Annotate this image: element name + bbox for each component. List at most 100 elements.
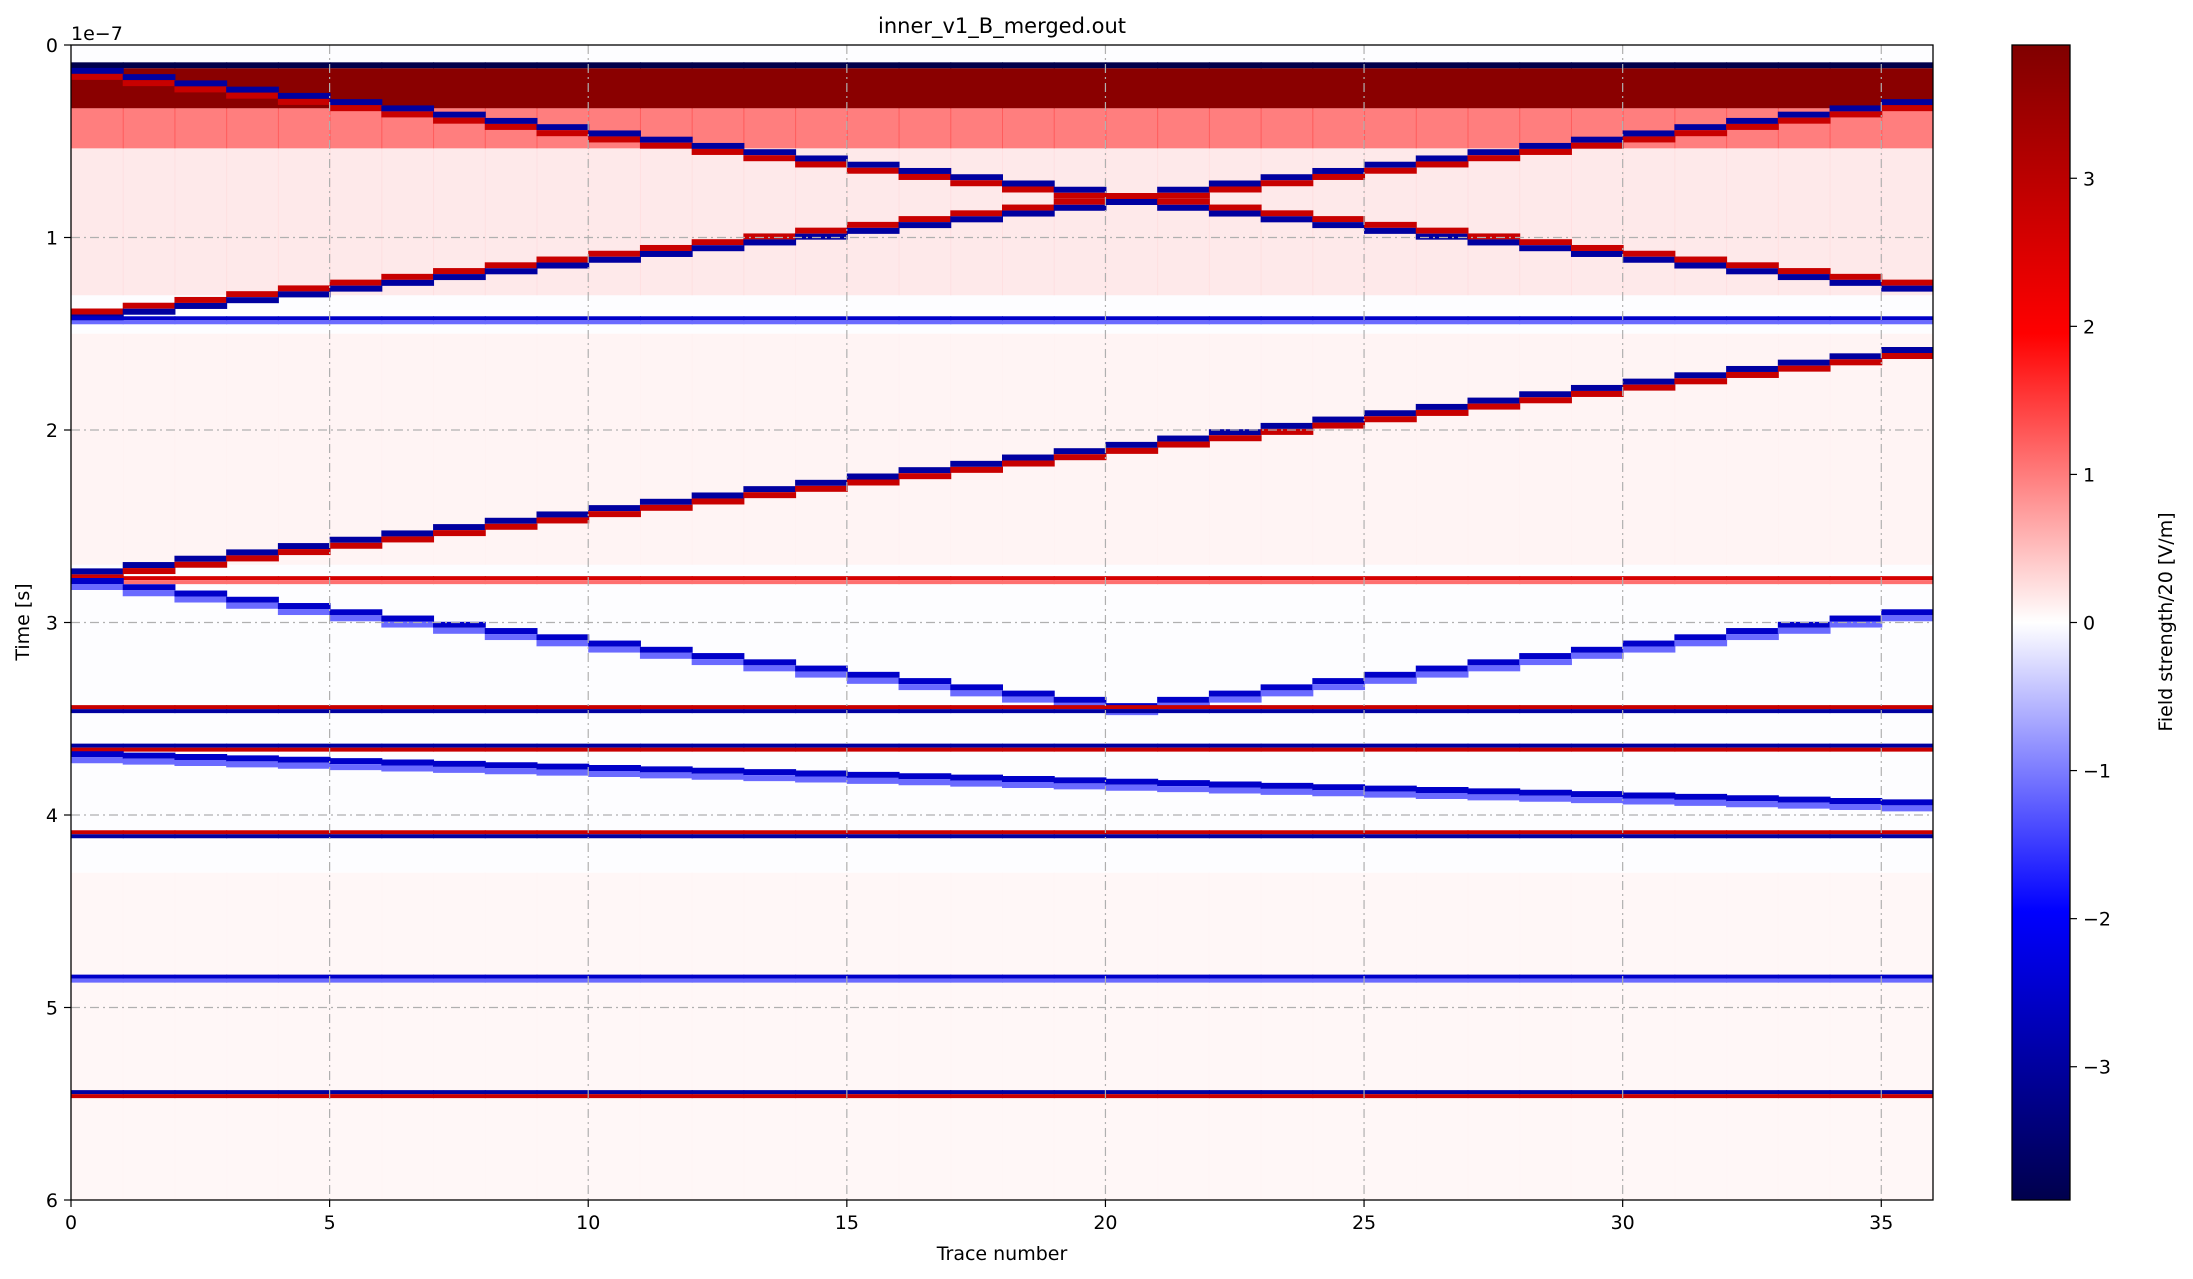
heatmap-cell: [174, 743, 228, 748]
heatmap-cell: [122, 1090, 176, 1095]
heatmap-cell: [381, 273, 435, 280]
heatmap-cell: [1881, 1090, 1933, 1095]
heatmap-cell: [1364, 791, 1417, 798]
heatmap-cell: [329, 320, 383, 325]
x-tick-label: 35: [1869, 1212, 1893, 1234]
heatmap-cell: [1157, 108, 1210, 149]
heatmap-cell: [1622, 316, 1676, 321]
heatmap-cell: [1415, 320, 1469, 325]
heatmap-cell: [1260, 974, 1314, 979]
heatmap-cell: [71, 320, 124, 325]
heatmap-cell: [1002, 1090, 1055, 1095]
heatmap-cell: [1312, 173, 1366, 180]
heatmap-cell: [1519, 743, 1572, 748]
heatmap-cell: [1364, 1090, 1417, 1095]
heatmap-cell: [71, 67, 124, 74]
heatmap-cell: [1415, 161, 1469, 168]
heatmap-cell: [691, 747, 745, 752]
heatmap-cell: [433, 834, 486, 839]
heatmap-cell: [950, 709, 1003, 714]
heatmap-cell: [1260, 747, 1314, 752]
heatmap-bg-cell: [1415, 872, 1469, 1200]
heatmap-cell: [1208, 743, 1262, 748]
heatmap-cell: [71, 108, 124, 149]
heatmap-cell: [1157, 780, 1210, 787]
heatmap-cell: [1364, 161, 1417, 168]
heatmap-cell: [277, 743, 331, 748]
heatmap-cell: [1208, 435, 1262, 442]
heatmap-cell: [1726, 628, 1779, 635]
heatmap-cell: [898, 834, 952, 839]
heatmap-cell: [1519, 576, 1572, 581]
heatmap-cell: [1726, 743, 1779, 748]
heatmap-cell: [174, 1094, 228, 1099]
heatmap-cell: [1467, 747, 1521, 752]
heatmap-cell: [484, 628, 538, 635]
heatmap-cell: [329, 705, 383, 710]
heatmap-cell: [381, 705, 435, 710]
heatmap-cell: [1364, 227, 1417, 234]
heatmap-cell: [1415, 403, 1469, 410]
heatmap-cell: [1570, 705, 1624, 710]
heatmap-cell: [1467, 62, 1521, 69]
heatmap-cell: [1777, 743, 1831, 748]
heatmap-cell: [277, 1090, 331, 1095]
heatmap-cell: [71, 974, 124, 979]
heatmap-cell: [329, 316, 383, 321]
heatmap-cell: [1829, 580, 1883, 585]
heatmap-cell: [639, 68, 693, 109]
heatmap-cell: [381, 621, 435, 628]
heatmap-cell: [1312, 678, 1366, 685]
heatmap-cell: [691, 830, 745, 835]
heatmap-cell: [1622, 576, 1676, 581]
heatmap-cell: [1467, 316, 1521, 321]
heatmap-cell: [174, 561, 228, 568]
heatmap-cell: [1260, 62, 1314, 69]
heatmap-cell: [846, 743, 900, 748]
heatmap-cell: [1415, 793, 1469, 799]
heatmap-cell: [846, 705, 900, 710]
heatmap-cell: [1260, 316, 1314, 321]
heatmap-cell: [639, 504, 693, 511]
heatmap-cell: [743, 155, 797, 162]
heatmap-cell: [484, 978, 538, 983]
heatmap-cell: [277, 756, 331, 763]
heatmap-cell: [1777, 359, 1831, 366]
heatmap-cell: [1312, 422, 1366, 429]
heatmap-bg-cell: [122, 872, 176, 1200]
heatmap-cell: [226, 830, 279, 835]
heatmap-bg-cell: [381, 333, 435, 565]
heatmap-cell: [1570, 978, 1624, 983]
heatmap-cell: [1312, 830, 1366, 835]
heatmap-cell: [898, 678, 952, 685]
heatmap-cell: [536, 576, 590, 581]
heatmap-cell: [1777, 747, 1831, 752]
heatmap-cell: [1881, 320, 1933, 325]
heatmap-cell: [277, 108, 331, 149]
heatmap-cell: [846, 771, 900, 778]
heatmap-cell: [329, 747, 383, 752]
x-tick-label: 25: [1352, 1212, 1376, 1234]
heatmap-cell: [743, 665, 797, 672]
heatmap-cell: [1260, 422, 1314, 429]
heatmap-cell: [1415, 62, 1469, 69]
heatmap-cell: [71, 757, 124, 764]
heatmap-cell: [1519, 580, 1572, 585]
heatmap-cell: [71, 705, 124, 710]
heatmap-cell: [226, 705, 279, 710]
heatmap-cell: [1157, 1090, 1210, 1095]
heatmap-cell: [588, 743, 641, 748]
heatmap-cell: [381, 580, 435, 585]
heatmap-cell: [950, 174, 1003, 181]
heatmap-cell: [536, 978, 590, 983]
heatmap-cell: [1622, 256, 1676, 263]
heatmap-cell: [1415, 227, 1469, 234]
heatmap-cell: [226, 62, 279, 69]
heatmap-cell: [950, 210, 1003, 217]
heatmap-cell: [1622, 136, 1676, 143]
y-tick-label: 6: [46, 1190, 58, 1212]
heatmap-cell: [277, 603, 331, 610]
heatmap-cell: [1364, 410, 1417, 417]
heatmap-cell: [122, 316, 176, 321]
heatmap-bg-cell: [588, 333, 641, 565]
